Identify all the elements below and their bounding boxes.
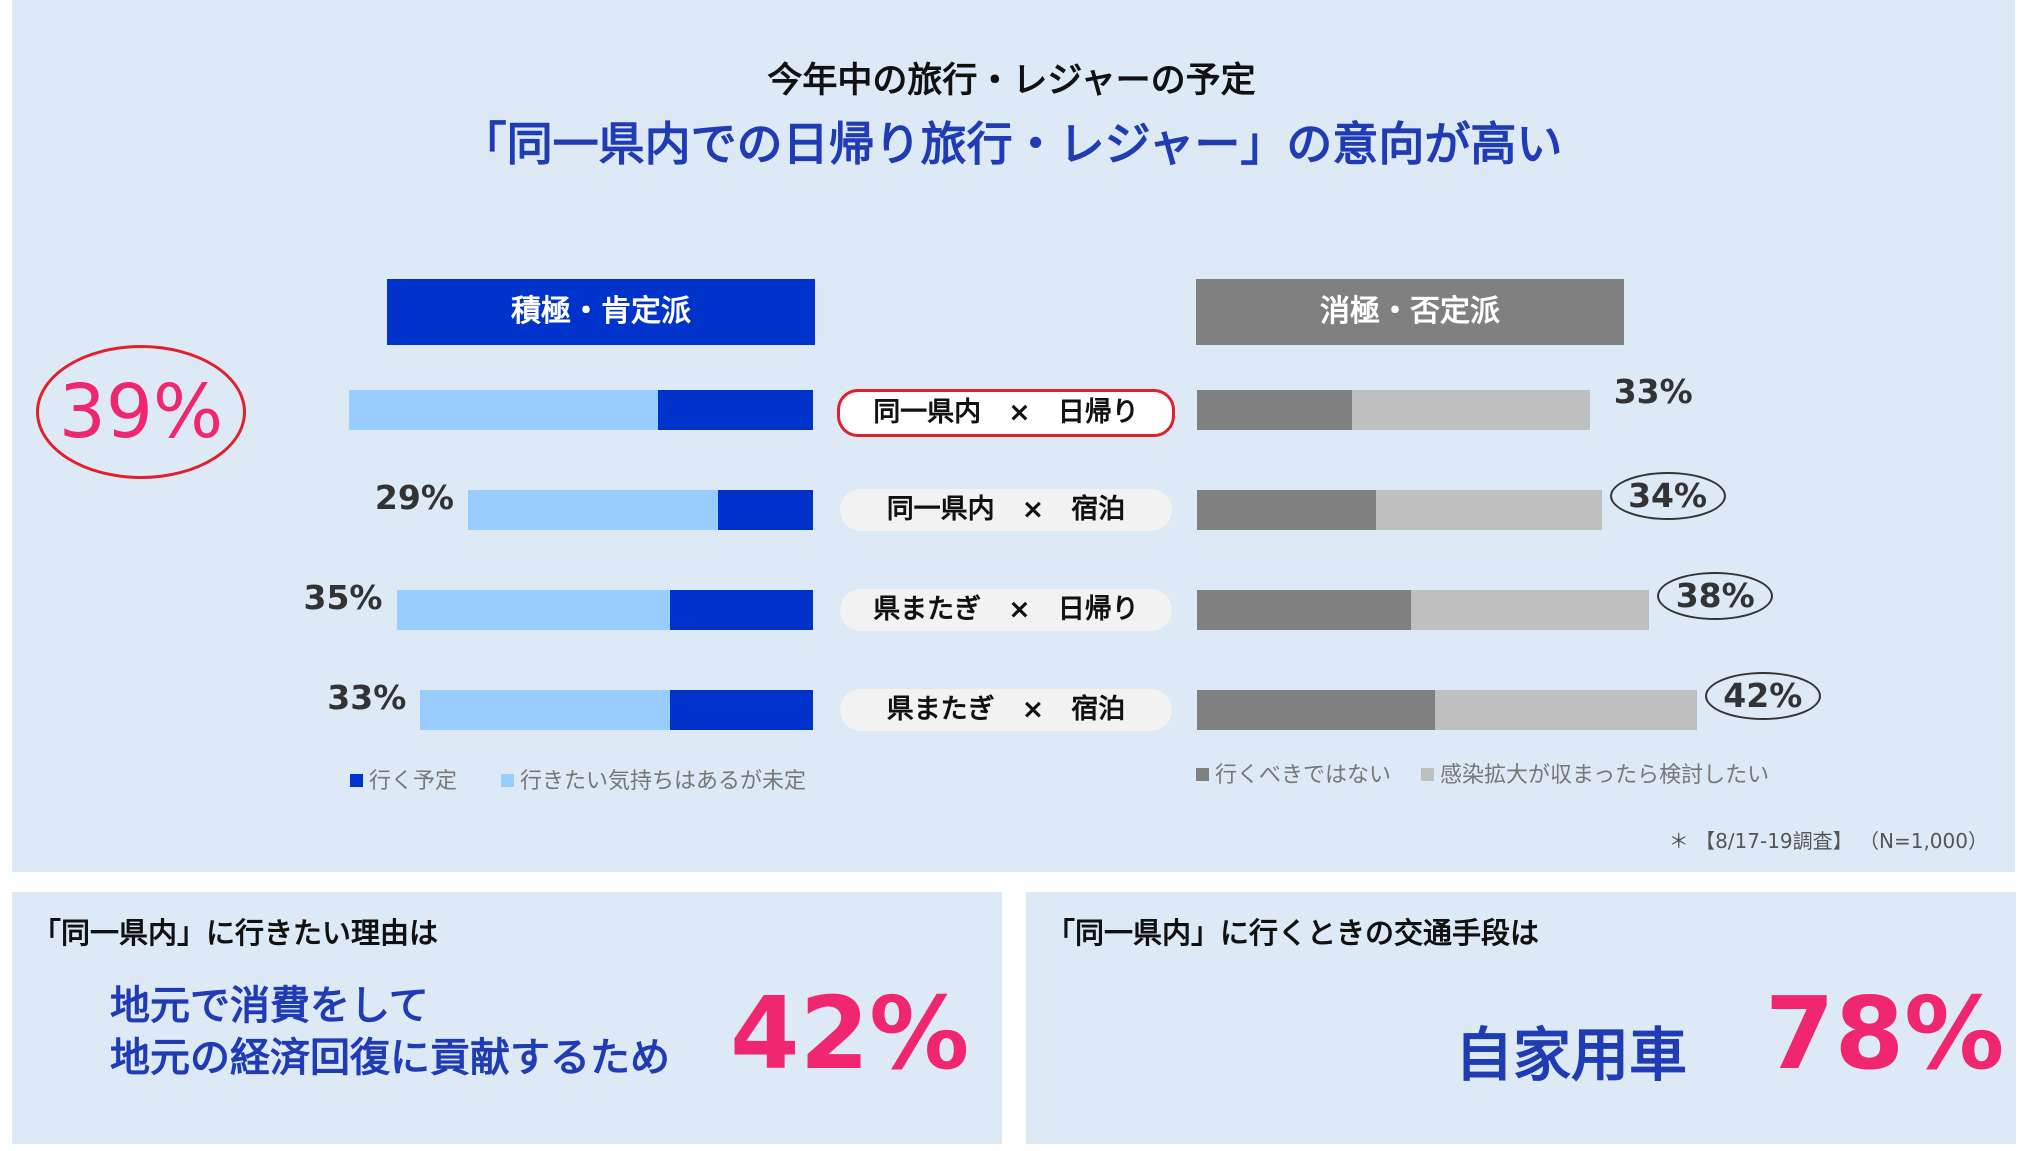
positive-total-label: 33%	[327, 678, 407, 717]
transport-heading: 「同一県内」に行くときの交通手段は	[1046, 916, 1540, 950]
legend-label-undecided: 行きたい気持ちはあるが未定	[520, 769, 807, 794]
bar-after-infection	[1375, 490, 1602, 530]
reason-line-1: 地元で消費をして	[110, 983, 429, 1029]
positive-total-highlight: 39%	[58, 369, 224, 455]
transport-percent: 78%	[1765, 975, 2005, 1092]
legend-negative: 行くべきではない 感染拡大が収まったら検討したい	[1196, 757, 1769, 789]
bar-want-undecided	[396, 590, 671, 630]
footnote: ＊ 【8/17-19調査】 （N=1,000）	[1668, 829, 1988, 853]
bar-should-not-go	[1197, 590, 1412, 630]
category-label: 同一県内 × 宿泊	[840, 489, 1172, 531]
legend-swatch-plan	[350, 774, 363, 787]
legend-label-should-not: 行くべきではない	[1215, 763, 1392, 788]
reason-panel	[12, 892, 1002, 1144]
highlight-ellipse	[36, 345, 246, 479]
chart-title: 「同一県内での日帰り旅行・レジャー」の意向が高い	[460, 117, 1563, 171]
bar-should-not-go	[1197, 390, 1352, 430]
legend-label-after: 感染拡大が収まったら検討したい	[1440, 763, 1770, 788]
category-label: 県またぎ × 日帰り	[840, 589, 1172, 631]
negative-total-label: 42%	[1704, 672, 1821, 720]
category-label: 県またぎ × 宿泊	[840, 689, 1172, 731]
positive-total-label: 29%	[374, 478, 454, 517]
reason-line-2: 地元の経済回復に貢献するため	[110, 1035, 670, 1081]
legend-swatch-should-not	[1196, 768, 1209, 781]
category-label: 同一県内 × 日帰り	[837, 389, 1175, 437]
bar-want-undecided	[420, 690, 671, 730]
negative-total-label: 33%	[1613, 372, 1693, 411]
chart-subtitle: 今年中の旅行・レジャーの予定	[767, 61, 1256, 101]
negative-total-label: 38%	[1657, 572, 1774, 620]
legend-positive: 行く予定 行きたい気持ちはあるが未定	[350, 763, 806, 795]
bar-plan-to-go	[670, 690, 813, 730]
bar-want-undecided	[348, 390, 659, 430]
legend-label-plan: 行く予定	[369, 769, 458, 794]
bar-plan-to-go	[658, 390, 813, 430]
reason-text: 地元で消費をして 地元の経済回復に貢献するため	[110, 980, 670, 1084]
negative-group-header: 消極・否定派	[1196, 279, 1624, 345]
bar-plan-to-go	[717, 490, 813, 530]
transport-panel	[1026, 892, 2016, 1144]
bar-should-not-go	[1197, 690, 1435, 730]
bar-after-infection	[1351, 390, 1590, 430]
positive-group-header: 積極・肯定派	[387, 279, 815, 345]
reason-percent: 42%	[730, 975, 970, 1092]
bar-should-not-go	[1197, 490, 1376, 530]
positive-total-label: 35%	[303, 578, 383, 617]
reason-heading: 「同一県内」に行きたい理由は	[32, 916, 439, 950]
bar-after-infection	[1411, 590, 1650, 630]
legend-swatch-after	[1421, 768, 1435, 781]
negative-total-label: 34%	[1609, 472, 1726, 520]
bar-after-infection	[1435, 690, 1697, 730]
legend-swatch-undecided	[501, 774, 515, 787]
transport-answer: 自家用車	[1455, 1021, 1688, 1089]
bar-want-undecided	[467, 490, 718, 530]
bar-plan-to-go	[670, 590, 813, 630]
